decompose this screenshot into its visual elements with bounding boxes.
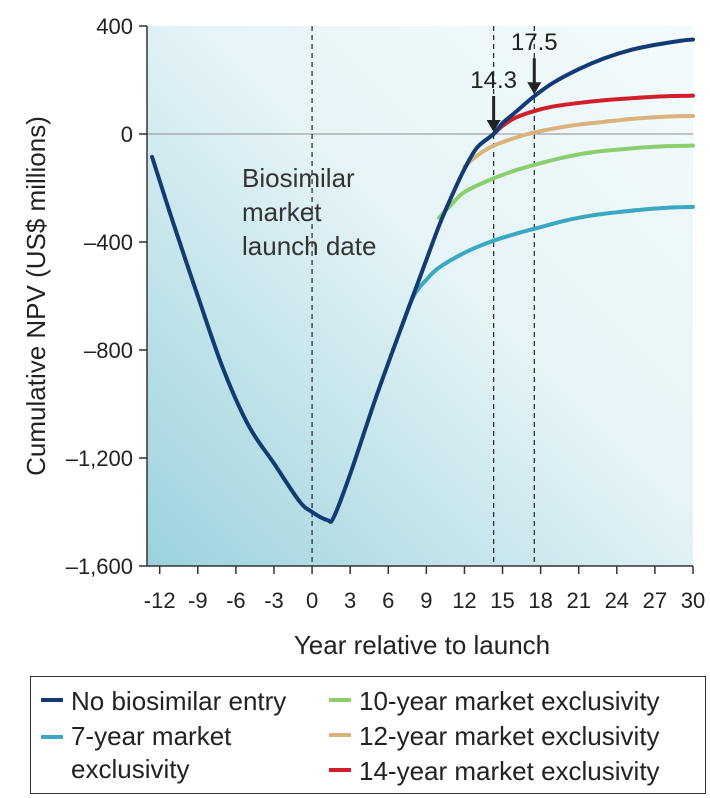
legend-item-14-year: 14-year market exclusivity bbox=[329, 755, 660, 788]
x-tick-label: -3 bbox=[264, 588, 284, 613]
annotation-arrowhead bbox=[527, 82, 542, 95]
legend-item-7-year: 7-year market exclusivity bbox=[41, 720, 231, 786]
y-tick-label: –400 bbox=[84, 230, 133, 255]
x-tick-label: 9 bbox=[420, 588, 432, 613]
x-tick-label: 6 bbox=[382, 588, 394, 613]
legend-swatch bbox=[41, 735, 63, 739]
x-tick-label: 27 bbox=[643, 588, 667, 613]
y-tick-label: –1,600 bbox=[66, 554, 133, 579]
series-line-12-year-market-exclusivity bbox=[462, 113, 695, 169]
series-line-14-year-market-exclusivity bbox=[491, 93, 695, 136]
legend-swatch bbox=[41, 698, 63, 703]
legend-item-12-year: 12-year market exclusivity bbox=[329, 720, 660, 753]
annotation-label-17-5: 17.5 bbox=[511, 29, 558, 56]
x-tick-label: 30 bbox=[681, 588, 705, 613]
legend-label: 7-year market exclusivity bbox=[71, 721, 232, 784]
legend: No biosimilar entry 7-year market exclus… bbox=[30, 676, 706, 794]
legend-label: 12-year market exclusivity bbox=[359, 721, 660, 751]
x-tick-label: 15 bbox=[490, 588, 514, 613]
annotation-arrowhead bbox=[486, 120, 501, 132]
annotation-line: Biosimilar bbox=[242, 163, 355, 193]
series-line-7-year-market-exclusivity bbox=[398, 204, 695, 331]
y-tick-label: 0 bbox=[121, 122, 133, 147]
x-tick-label: 12 bbox=[452, 588, 476, 613]
npv-chart: 400 0 –400 –800 –1,200 –1,600 -12 -9 -6 -3 0 3 6 9 12 1… bbox=[21, 14, 705, 660]
annotation-line: launch date bbox=[242, 231, 376, 261]
x-tick-label: 18 bbox=[528, 588, 552, 613]
legend-item-no-biosimilar: No biosimilar entry bbox=[41, 685, 286, 718]
y-tick-label: –800 bbox=[84, 338, 133, 363]
series-line-no-biosimilar-entry bbox=[150, 37, 695, 524]
legend-label: 10-year market exclusivity bbox=[359, 686, 660, 716]
y-tick-label: –1,200 bbox=[66, 446, 133, 471]
legend-label: 14-year market exclusivity bbox=[359, 756, 660, 786]
x-tick-label: 0 bbox=[306, 588, 318, 613]
legend-label: No biosimilar entry bbox=[71, 686, 287, 716]
x-tick-label: -6 bbox=[226, 588, 246, 613]
x-tick-label: -12 bbox=[144, 588, 176, 613]
annotation-launch-date: Biosimilar market launch date bbox=[242, 163, 376, 261]
legend-swatch bbox=[329, 698, 351, 703]
x-tick-label: 24 bbox=[605, 588, 629, 613]
annotation-label-14-3: 14.3 bbox=[470, 67, 517, 94]
y-axis-label: Cumulative NPV (US$ millions) bbox=[21, 116, 51, 476]
x-tick-label: -9 bbox=[188, 588, 208, 613]
legend-swatch bbox=[329, 768, 351, 773]
x-tick-label: 3 bbox=[344, 588, 356, 613]
legend-item-10-year: 10-year market exclusivity bbox=[329, 685, 660, 718]
plot-background bbox=[147, 26, 693, 566]
series-line-10-year-market-exclusivity bbox=[437, 143, 695, 220]
y-tick-label: 400 bbox=[96, 14, 133, 39]
x-axis-label: Year relative to launch bbox=[294, 630, 550, 660]
legend-swatch bbox=[329, 733, 351, 738]
annotation-line: market bbox=[242, 197, 322, 227]
x-tick-label: 21 bbox=[566, 588, 590, 613]
